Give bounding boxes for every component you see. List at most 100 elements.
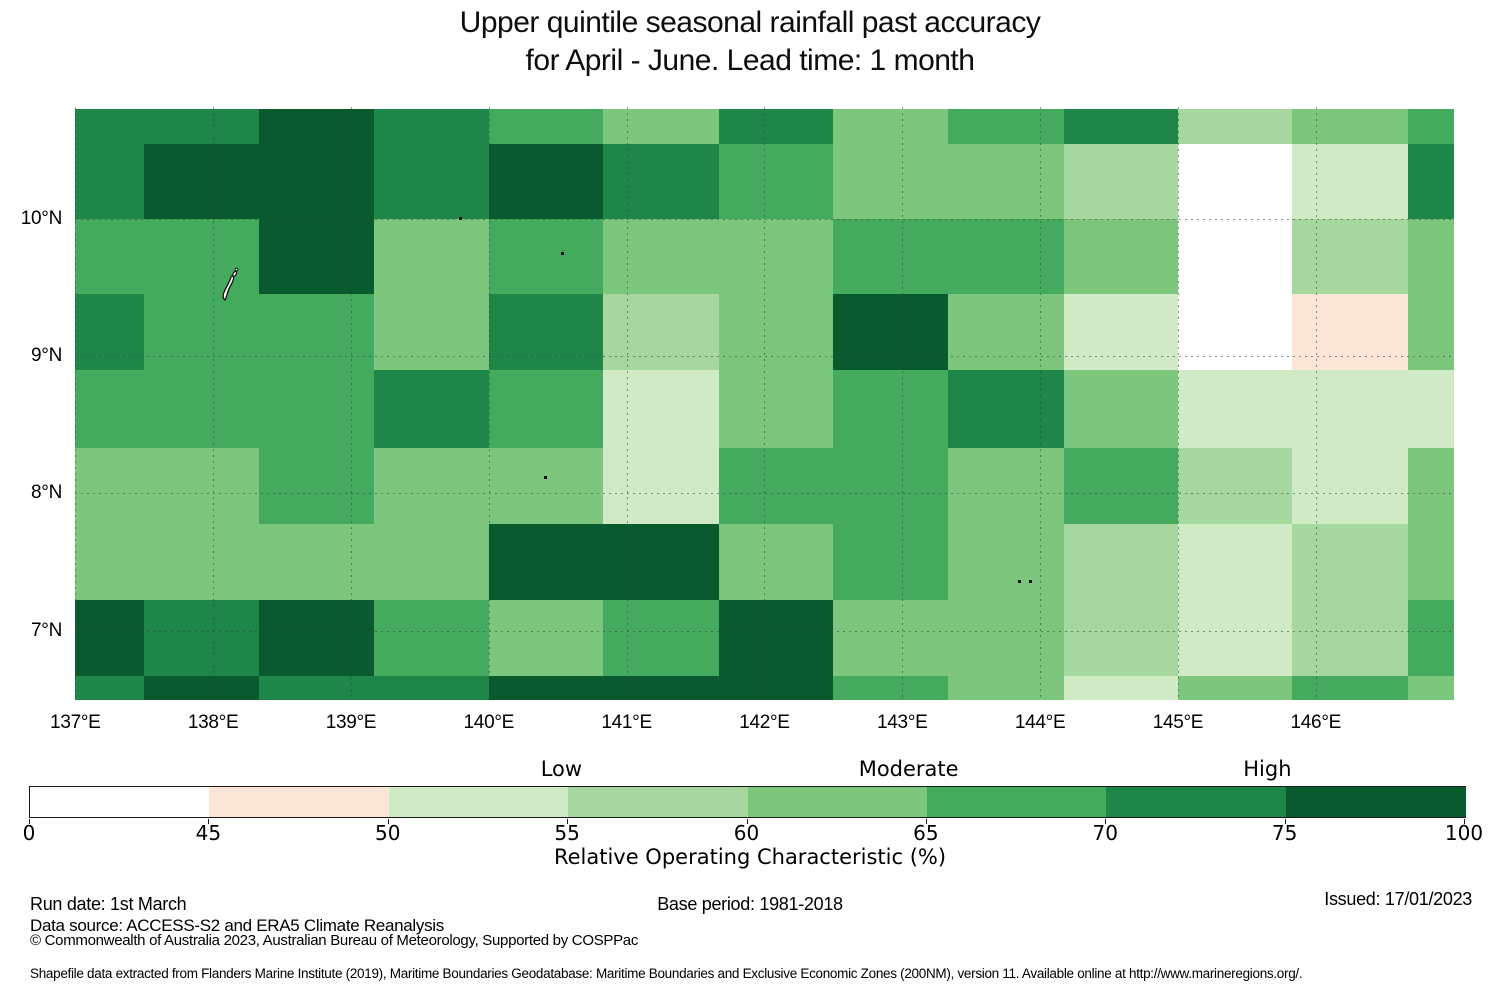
- longitude-gridline: [350, 107, 352, 701]
- heatmap-cell: [488, 219, 604, 296]
- heatmap-cell: [833, 219, 949, 296]
- heatmap-cell: [947, 143, 1065, 220]
- heatmap-cell: [947, 219, 1065, 296]
- longitude-gridline: [75, 107, 77, 701]
- heatmap-cell: [488, 143, 604, 220]
- colorbar-tick-label: 60: [733, 821, 760, 845]
- heatmap-cell: [488, 369, 604, 449]
- colorbar-tickmark: [29, 819, 30, 824]
- colorbar-tick-label: 65: [913, 821, 939, 845]
- heatmap-cell: [75, 448, 145, 525]
- longitude-gridline: [213, 107, 215, 701]
- heatmap-cell: [144, 109, 260, 145]
- heatmap-cell: [258, 219, 375, 296]
- heatmap-cell: [488, 523, 604, 601]
- heatmap-cell: [1063, 369, 1179, 449]
- chart-title-line1: Upper quintile seasonal rainfall past ac…: [459, 6, 1041, 39]
- heatmap-cell: [718, 109, 834, 145]
- heatmap-cell: [603, 523, 720, 601]
- colorbar-bin: [568, 787, 748, 817]
- latitude-gridline: [75, 219, 1455, 220]
- heatmap-cell: [718, 600, 834, 677]
- heatmap-cell: [947, 109, 1065, 145]
- chart-title: Upper quintile seasonal rainfall past ac…: [0, 4, 1500, 80]
- heatmap-cell: [833, 294, 949, 371]
- x-tick-label: 144°E: [1014, 712, 1066, 733]
- heatmap-cell: [947, 294, 1065, 371]
- heatmap-cell: [833, 448, 949, 525]
- longitude-gridline: [1177, 107, 1179, 701]
- heatmap-cell: [1177, 600, 1293, 677]
- colorbar-bin: [747, 787, 928, 817]
- heatmap-cell: [718, 523, 834, 601]
- colorbar-tick-label: 50: [375, 821, 401, 845]
- heatmap-cell: [1177, 294, 1293, 371]
- data-source-text: Data source: ACCESS-S2 and ERA5 Climate …: [30, 916, 444, 935]
- x-tick-label: 145°E: [1152, 712, 1204, 733]
- heatmap-cell: [1408, 143, 1455, 220]
- heatmap-plot-area: [75, 107, 1455, 701]
- heatmap-cell: [1292, 143, 1409, 220]
- heatmap-cell: [718, 294, 834, 371]
- y-tick-label: 9°N: [31, 345, 62, 367]
- latitude-gridline: [75, 493, 1455, 495]
- heatmap-cell: [258, 143, 375, 220]
- heatmap-cell: [488, 109, 604, 145]
- heatmap-cell: [1177, 369, 1293, 449]
- heatmap-cell: [1177, 448, 1293, 525]
- heatmap-cell: [488, 294, 604, 371]
- x-tick-label: 143°E: [877, 712, 928, 733]
- heatmap-cell: [258, 109, 375, 145]
- heatmap-cell: [1408, 109, 1455, 145]
- heatmap-cell: [718, 675, 834, 700]
- heatmap-cell: [75, 675, 145, 700]
- islet-marker: [544, 475, 548, 479]
- longitude-gridline: [626, 107, 628, 701]
- heatmap-cell: [144, 219, 260, 296]
- heatmap-cell: [1408, 294, 1455, 371]
- y-tick-label: 10°N: [20, 208, 63, 229]
- heatmap-cell: [833, 523, 949, 601]
- heatmap-cell: [488, 600, 604, 677]
- heatmap-cell: [833, 600, 949, 677]
- heatmap-cell: [1063, 294, 1179, 371]
- heatmap-cell: [374, 143, 490, 220]
- heatmap-cell: [1408, 523, 1455, 601]
- heatmap-cell: [374, 294, 490, 371]
- colorbar-bin: [1106, 787, 1287, 817]
- heatmap-cell: [833, 369, 949, 449]
- x-tick-label: 137°E: [50, 712, 101, 733]
- heatmap-cell: [1408, 219, 1455, 296]
- colorbar: [29, 786, 1466, 818]
- heatmap-cell: [718, 219, 834, 296]
- heatmap-cell: [75, 109, 145, 145]
- heatmap-cell: [258, 600, 375, 677]
- heatmap-cell: [947, 523, 1065, 601]
- heatmap-cell: [1063, 219, 1179, 296]
- heatmap-cell: [1177, 219, 1293, 296]
- chart-title-line2: for April - June. Lead time: 1 month: [525, 44, 975, 77]
- islet-marker: [560, 252, 564, 256]
- heatmap-cell: [1292, 448, 1409, 525]
- heatmap-cell: [947, 675, 1065, 700]
- heatmap-cell: [1063, 143, 1179, 220]
- colorbar-title: Relative Operating Characteristic (%): [553, 845, 947, 869]
- heatmap-cell: [1063, 600, 1179, 677]
- y-tick-label: 8°N: [31, 482, 62, 504]
- colorbar-tick-label: 75: [1271, 821, 1298, 845]
- longitude-gridline: [1040, 107, 1042, 701]
- colorbar-tickmark: [1284, 819, 1286, 824]
- heatmap-cell: [75, 143, 145, 220]
- colorbar-tickmark: [925, 819, 927, 824]
- islet-marker: [1029, 580, 1033, 584]
- heatmap-cell: [718, 448, 834, 525]
- colorbar-category-label: High: [1243, 757, 1292, 781]
- heatmap-cell: [718, 143, 834, 220]
- heatmap-cell: [374, 219, 490, 296]
- heatmap-cell: [144, 675, 260, 700]
- colorbar-category-label: Low: [540, 757, 583, 781]
- colorbar-tickmark: [746, 819, 748, 824]
- islet-marker: [458, 216, 462, 220]
- longitude-gridline: [764, 107, 766, 701]
- heatmap-cell: [258, 448, 375, 525]
